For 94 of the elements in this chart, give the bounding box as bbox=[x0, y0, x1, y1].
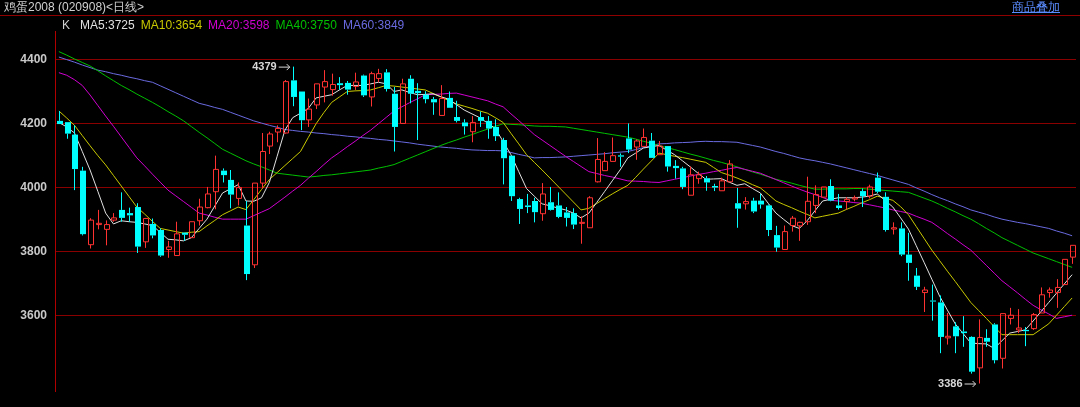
candlestick bbox=[618, 152, 624, 168]
y-tick-label: 3800 bbox=[20, 243, 48, 258]
candlestick bbox=[969, 336, 975, 375]
y-tick-label: 4400 bbox=[20, 52, 48, 67]
annotation: 4379 bbox=[252, 59, 277, 72]
candlestick bbox=[836, 193, 842, 211]
candlestick bbox=[1039, 286, 1045, 314]
candlestick bbox=[501, 137, 507, 185]
candlestick bbox=[930, 284, 936, 322]
candlestick bbox=[735, 187, 741, 229]
candlestick bbox=[65, 122, 71, 140]
candlestick bbox=[805, 176, 811, 226]
candlestick bbox=[244, 200, 250, 281]
candlestick bbox=[252, 182, 258, 269]
candlestick bbox=[119, 191, 125, 223]
text: MA20:3598 bbox=[208, 18, 270, 32]
legend-title: K bbox=[62, 18, 71, 32]
candlestick bbox=[213, 155, 219, 210]
candlestick bbox=[104, 219, 110, 246]
candlestick bbox=[182, 232, 188, 242]
candlestick bbox=[72, 124, 78, 191]
candlestick bbox=[470, 115, 476, 143]
candlestick bbox=[174, 221, 180, 257]
candlestick bbox=[127, 207, 133, 223]
candlestick bbox=[361, 75, 367, 98]
candlestick bbox=[875, 172, 881, 192]
candlestick bbox=[548, 186, 554, 210]
y-tick-label: 3600 bbox=[20, 307, 48, 322]
candlestick bbox=[945, 312, 951, 346]
candlestick bbox=[883, 191, 889, 233]
candlestick bbox=[977, 318, 983, 384]
candlestick bbox=[579, 215, 585, 245]
candlestick bbox=[961, 315, 967, 348]
candlestick bbox=[992, 324, 998, 364]
candlestick bbox=[462, 118, 468, 136]
candlestick bbox=[197, 198, 203, 227]
candlestick bbox=[828, 178, 834, 201]
candlestick bbox=[150, 218, 156, 239]
candlestick bbox=[260, 132, 266, 190]
candlestick bbox=[228, 169, 234, 209]
text: MA40:3750 bbox=[275, 18, 337, 32]
candlestick bbox=[275, 124, 281, 143]
candlestick bbox=[299, 91, 305, 131]
candlestick bbox=[938, 294, 944, 354]
candlestick bbox=[626, 122, 632, 154]
candlestick bbox=[166, 240, 172, 259]
candlestick bbox=[509, 155, 515, 202]
candlestick bbox=[80, 166, 86, 235]
candlestick bbox=[291, 66, 297, 107]
candlestick bbox=[540, 182, 546, 222]
candlestick bbox=[478, 111, 484, 128]
candlestick bbox=[906, 232, 912, 282]
y-tick-label: 4000 bbox=[20, 179, 48, 194]
text: 商品叠加 bbox=[1012, 0, 1060, 14]
candlestick bbox=[860, 188, 866, 208]
candlestick bbox=[914, 267, 920, 291]
candlestick bbox=[96, 209, 102, 230]
candlestick bbox=[673, 159, 679, 180]
candlestick bbox=[439, 84, 445, 116]
candlestick bbox=[649, 132, 655, 158]
candlestick bbox=[135, 202, 141, 254]
chart-title: 鸡蛋2008 (020908)<日线> bbox=[4, 0, 145, 16]
candlestick bbox=[1055, 278, 1061, 309]
candlestick bbox=[158, 227, 164, 256]
candlestick bbox=[766, 205, 772, 237]
annotation: 3386 bbox=[938, 376, 963, 389]
candlestick bbox=[922, 286, 928, 313]
candlestick bbox=[454, 100, 460, 123]
text: MA10:3654 bbox=[140, 18, 203, 32]
candlestick bbox=[953, 321, 959, 354]
candlestick bbox=[610, 136, 616, 162]
candlestick bbox=[384, 68, 390, 93]
candlestick bbox=[1000, 313, 1006, 370]
y-tick-label: 4200 bbox=[20, 116, 48, 131]
candlestick bbox=[392, 86, 398, 153]
candlestick bbox=[844, 196, 850, 211]
candlestick bbox=[704, 175, 710, 192]
text: MA5:3725 bbox=[80, 18, 135, 32]
text: MA60:3849 bbox=[342, 18, 405, 32]
candlestick bbox=[984, 328, 990, 348]
candlestick bbox=[447, 91, 453, 108]
candlestick bbox=[1008, 307, 1014, 325]
candlestick bbox=[1016, 308, 1022, 334]
candlestick bbox=[665, 146, 671, 173]
candlestick bbox=[330, 73, 336, 97]
candlestick bbox=[774, 225, 780, 253]
candlestick bbox=[337, 76, 343, 91]
candlestick bbox=[322, 69, 328, 103]
candlestick bbox=[813, 184, 819, 214]
candlestick bbox=[236, 181, 242, 206]
candlestick bbox=[57, 110, 63, 125]
candlestick bbox=[431, 96, 437, 116]
candlestick bbox=[345, 80, 351, 96]
candlestick bbox=[743, 196, 749, 211]
